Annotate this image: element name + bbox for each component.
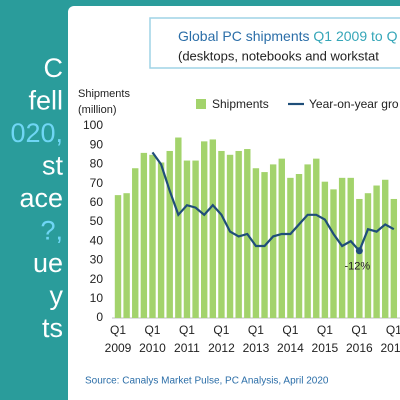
y-tick-label: 0 bbox=[96, 310, 103, 324]
bar bbox=[149, 154, 156, 318]
y-tick-label: 80 bbox=[90, 157, 104, 171]
bar bbox=[226, 154, 234, 318]
legend-label: Year-on-year gro bbox=[309, 97, 399, 111]
bar bbox=[201, 141, 208, 318]
bar bbox=[235, 150, 242, 318]
y-tick-label: 90 bbox=[90, 137, 104, 151]
bar bbox=[175, 137, 182, 318]
sidebar-text: ue bbox=[33, 248, 63, 278]
bar bbox=[338, 177, 346, 318]
legend-label: Shipments bbox=[212, 97, 269, 111]
bar bbox=[269, 164, 277, 318]
title-part: Q1 2009 to Q bbox=[313, 28, 397, 44]
sidebar-text: ?, bbox=[40, 216, 63, 246]
x-tick-label: Q1 2014 bbox=[277, 323, 304, 355]
bar bbox=[295, 174, 303, 318]
annotation: -12% bbox=[345, 261, 371, 273]
bar bbox=[278, 158, 285, 318]
annotation-dot bbox=[355, 247, 363, 255]
bar bbox=[132, 168, 139, 318]
bar bbox=[382, 179, 389, 318]
y-tick-label: 50 bbox=[90, 214, 104, 228]
y-tick-label: 60 bbox=[90, 195, 104, 209]
bar bbox=[330, 189, 337, 318]
x-tick-label: Q1 2016 bbox=[346, 323, 373, 355]
sidebar-text: fell bbox=[28, 86, 63, 116]
x-tick-label: Q1 2013 bbox=[243, 323, 270, 355]
sidebar-text: st bbox=[42, 151, 64, 181]
bar bbox=[364, 193, 372, 318]
x-tick-label: Q1 2010 bbox=[139, 323, 166, 355]
bar bbox=[183, 160, 191, 318]
y-axis-label: Shipments bbox=[78, 88, 130, 100]
sidebar-text: y bbox=[50, 281, 64, 311]
y-tick-label: 70 bbox=[90, 176, 104, 190]
bar bbox=[304, 164, 311, 318]
chart-subtitle: (desktops, notebooks and workstat bbox=[178, 48, 379, 63]
sidebar-text: C bbox=[44, 53, 64, 83]
y-tick-label: 10 bbox=[90, 291, 104, 305]
sidebar-text: ts bbox=[42, 313, 63, 343]
title-box bbox=[149, 17, 400, 69]
bar bbox=[192, 160, 199, 318]
bar bbox=[166, 150, 173, 318]
y-tick-label: 100 bbox=[83, 118, 103, 132]
x-tick-label: Q12017 bbox=[380, 323, 400, 355]
sidebar-text: ace bbox=[19, 183, 63, 213]
line bbox=[151, 151, 395, 253]
bar bbox=[373, 185, 380, 318]
legend-swatch bbox=[196, 99, 206, 109]
bar bbox=[157, 162, 165, 318]
bar bbox=[356, 198, 363, 318]
bar bbox=[252, 168, 260, 318]
bar bbox=[347, 177, 354, 318]
bar bbox=[313, 158, 320, 318]
y-tick-label: 40 bbox=[90, 233, 104, 247]
bar bbox=[123, 193, 130, 318]
y-axis-label: (million) bbox=[78, 104, 117, 116]
bar bbox=[209, 139, 217, 318]
sidebar-text: 020, bbox=[10, 118, 63, 148]
bar bbox=[287, 177, 294, 318]
title-part: Global PC shipments bbox=[178, 28, 313, 44]
bar bbox=[321, 181, 329, 318]
x-tick-label: Q1 2009 bbox=[105, 323, 132, 355]
bar bbox=[114, 195, 122, 318]
source: Source: Canalys Market Pulse, PC Analysi… bbox=[85, 376, 329, 387]
bar bbox=[140, 152, 148, 318]
bar bbox=[218, 150, 225, 318]
chart-title: Global PC shipments Q1 2009 to Q bbox=[178, 28, 398, 44]
x-tick-label: Q1 2015 bbox=[312, 323, 339, 355]
x-tick-label: Q1 2011 bbox=[174, 323, 200, 355]
bar bbox=[390, 198, 398, 318]
y-tick-label: 20 bbox=[90, 272, 104, 286]
x-tick-label: Q1 2012 bbox=[208, 323, 235, 355]
y-tick-label: 30 bbox=[90, 253, 104, 267]
